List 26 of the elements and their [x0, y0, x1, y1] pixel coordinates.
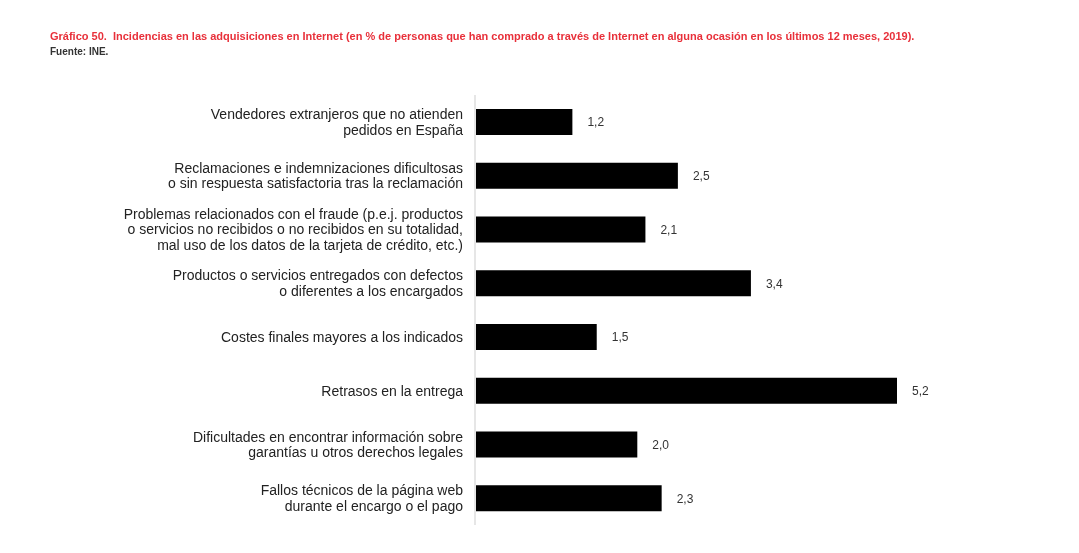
data-label: 1,5: [611, 330, 629, 345]
source-note: Fuente: INE.: [50, 46, 109, 58]
data-label: 2,5: [692, 169, 710, 184]
y-tick-label: Retrasos en la entrega: [321, 382, 464, 399]
bar: [475, 377, 897, 404]
data-label: 2,3: [676, 491, 694, 506]
bar: [475, 162, 678, 189]
y-tick-label: Vendedores extranjeros que no atienden pedidos en España: [210, 106, 464, 138]
bar: [475, 324, 597, 350]
bar: [475, 216, 646, 243]
bar: [475, 431, 638, 458]
y-tick-label: Problemas relacionados con el fraude (p.e.j. productos o servicios no recibidos o no recibidos en su totalidad, mal uso de los datos de la tarjeta de crédito, etc.): [123, 205, 463, 253]
data-label: 2,1: [660, 222, 678, 237]
bar: [475, 485, 662, 512]
data-label: 5,2: [912, 384, 930, 399]
data-label: 1,2: [587, 115, 605, 130]
y-tick-label: Reclamaciones e indemnizaciones dificultosas o sin respuesta satisfactoria tras la reclamación: [168, 159, 463, 192]
bar: [475, 109, 573, 135]
y-tick-label: Costes finales mayores a los indicados: [220, 328, 463, 345]
y-tick-label: Productos o servicios entregados con defectos o diferentes a los encargados: [172, 267, 463, 299]
data-label: 2,0: [652, 437, 670, 452]
bar: [475, 270, 751, 297]
chart-title: Gráfico 50. Incidencias en las adquisiciones en Internet (en % de personas que han comprado a través de Internet en alguna ocasión en los últimos 12 meses, 2019).: [50, 30, 915, 43]
data-label: 3,4: [765, 276, 783, 291]
y-tick-label: Dificultades en encontrar información sobre garantías u otros derechos legales: [192, 428, 464, 461]
y-tick-label: Fallos técnicos de la página web durante el encargo o el pago: [260, 482, 464, 514]
